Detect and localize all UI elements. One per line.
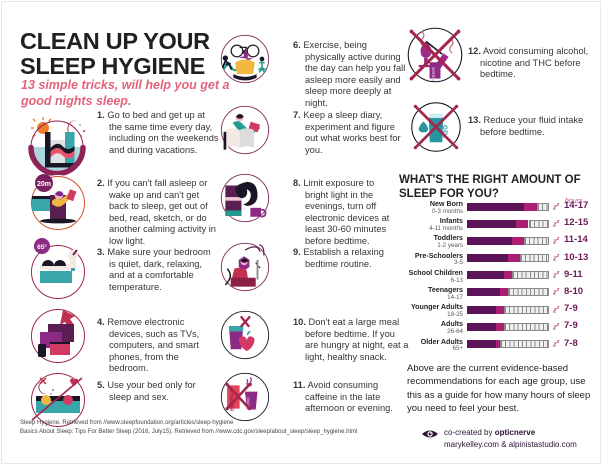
svg-text:20m: 20m [37, 181, 51, 188]
svg-text:BEER: BEER [431, 67, 437, 81]
svg-text:65°: 65° [37, 243, 47, 251]
